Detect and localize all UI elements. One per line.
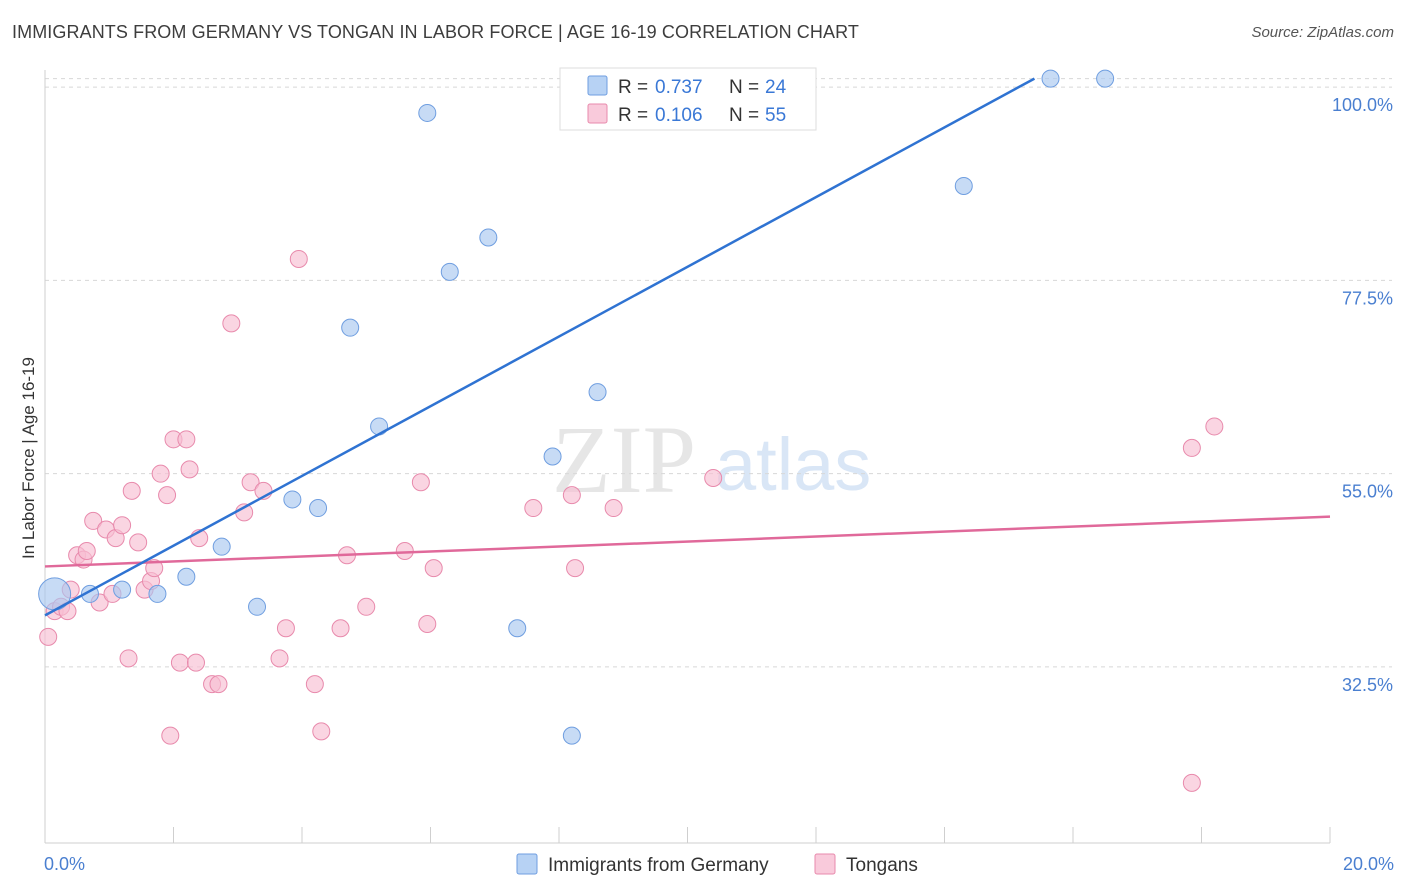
source-label: Source: ZipAtlas.com [1251, 24, 1394, 41]
germany-point [479, 228, 498, 247]
germany-point [370, 417, 389, 436]
germany-point [588, 383, 607, 402]
tongan-point [241, 473, 260, 492]
axes [44, 70, 1331, 844]
tongan-point [119, 649, 138, 668]
legend-r-value-germany: 0.737 [655, 77, 703, 98]
legend-n-value-tongan: 55 [765, 105, 786, 126]
chart-title: IMMIGRANTS FROM GERMANY VS TONGAN IN LAB… [12, 22, 859, 42]
bottom-legend-swatch-tongan [814, 853, 836, 875]
tongan-point [122, 481, 141, 500]
tongan-point [145, 559, 164, 578]
tongan-point [161, 726, 180, 745]
germany-point [1096, 69, 1115, 88]
tongan-point [84, 511, 103, 530]
bottom-legend-swatch-germany [516, 853, 538, 875]
tongan-point [177, 430, 196, 449]
tongan-point [1205, 417, 1224, 436]
germany-point [248, 597, 267, 616]
tongan-point [418, 614, 437, 633]
bottom-legend-label-germany: Immigrants from Germany [548, 855, 769, 876]
trend-lines [44, 77, 1331, 617]
germany-point [954, 176, 973, 195]
legend-r-value-tongan: 0.106 [655, 105, 703, 126]
germany-point [341, 318, 360, 337]
y-tick-label: 32.5% [1342, 675, 1393, 695]
tongan-points [39, 249, 1224, 792]
tongan-point [1182, 773, 1201, 792]
bottom-legend-label-tongan: Tongans [846, 855, 918, 876]
tongan-point [1182, 438, 1201, 457]
tongan-point [331, 619, 350, 638]
tongan-point [180, 460, 199, 479]
tongan-point [524, 499, 543, 518]
tongan-point [566, 559, 585, 578]
tongan-trend-line [44, 515, 1331, 568]
tongan-point [357, 597, 376, 616]
tongan-point [289, 249, 308, 268]
tongan-point [704, 468, 723, 487]
germany-point [508, 619, 527, 638]
legend-swatch-tongan [587, 103, 608, 124]
germany-point [177, 567, 196, 586]
tongan-point [395, 541, 414, 560]
tongan-point [39, 627, 58, 646]
legend-n-value-germany: 24 [765, 77, 787, 98]
germany-point [440, 262, 459, 281]
germany-point [1041, 69, 1060, 88]
y-tick-label: 77.5% [1342, 288, 1393, 308]
legend-swatch-germany [587, 75, 608, 96]
tongan-point [129, 533, 148, 552]
tongan-point [270, 649, 289, 668]
tongan-point [151, 464, 170, 483]
germany-point [418, 103, 437, 122]
grid [45, 78, 1392, 668]
tongan-point [113, 516, 132, 535]
germany-point [543, 447, 562, 466]
y-tick-label: 55.0% [1342, 482, 1393, 502]
legend-r-label-germany: R = [618, 77, 648, 98]
tongan-point [424, 559, 443, 578]
tongan-point [77, 541, 96, 560]
tongan-point [305, 675, 324, 694]
germany-trend-line [44, 77, 1036, 617]
x-tick-label-min: 0.0% [44, 854, 85, 874]
germany-point [113, 580, 132, 599]
legend-n-label-germany: N = [729, 77, 759, 98]
tongan-point [276, 619, 295, 638]
tongan-point [158, 486, 177, 505]
germany-point [283, 490, 302, 509]
tongan-point [209, 675, 228, 694]
correlation-legend: R = 0.737 N = 24 R = 0.106 N = 55 [559, 67, 817, 131]
x-tick-label-max: 20.0% [1343, 854, 1394, 874]
legend-n-label-tongan: N = [729, 105, 759, 126]
germany-point [562, 726, 581, 745]
germany-point [309, 499, 328, 518]
germany-point [212, 537, 231, 556]
tongan-point [604, 499, 623, 518]
tongan-point [411, 473, 430, 492]
y-tick-labels: 32.5% 55.0% 77.5% 100.0% [1332, 95, 1393, 695]
tongan-point [170, 653, 189, 672]
legend-r-label-tongan: R = [618, 105, 648, 126]
series-legend: Immigrants from Germany Tongans [516, 853, 918, 876]
tongan-point [562, 486, 581, 505]
y-axis-label: In Labor Force | Age 16-19 [19, 357, 38, 559]
tongan-point [186, 653, 205, 672]
y-tick-label: 100.0% [1332, 95, 1393, 115]
germany-point [148, 584, 167, 603]
tongan-point [222, 314, 241, 333]
watermark-atlas: atlas [715, 423, 871, 506]
tongan-point [312, 722, 331, 741]
